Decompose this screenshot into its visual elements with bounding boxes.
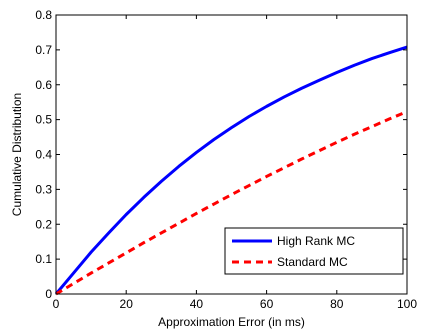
- x-tick-label: 100: [397, 297, 417, 311]
- y-tick-label: 0.5: [35, 113, 52, 127]
- x-axis-title: Approximation Error (in ms): [158, 315, 305, 329]
- y-tick-label: 0.4: [35, 148, 52, 162]
- series-line-high-rank-mc: [54, 45, 408, 295]
- y-tick-label: 0.7: [35, 43, 52, 57]
- legend-box: [224, 227, 404, 275]
- y-tick-label: 0.6: [35, 78, 52, 92]
- y-tick-label: 0.1: [35, 252, 52, 266]
- x-tick-label: 40: [190, 297, 204, 311]
- x-tick-label: 60: [260, 297, 274, 311]
- legend: High Rank MC Standard MC: [224, 227, 404, 275]
- series-layer: [54, 45, 408, 296]
- x-tick-label: 20: [120, 297, 134, 311]
- legend-label-standard-mc: Standard MC: [277, 255, 348, 269]
- y-tick-label: 0: [45, 287, 52, 301]
- y-tick-label: 0.2: [35, 217, 52, 231]
- x-tick-label: 0: [53, 297, 60, 311]
- legend-label-high-rank-mc: High Rank MC: [277, 234, 355, 248]
- y-axis-title: Cumulative Distribution: [10, 93, 24, 216]
- axes-layer: 0 20 40 60 80 100 0 0.1 0.2 0.3 0.4 0.5 0.6 0.7 0.8 App…: [10, 8, 417, 329]
- y-tick-label: 0.8: [35, 8, 52, 22]
- y-tick-label: 0.3: [35, 182, 52, 196]
- x-tick-label: 80: [330, 297, 344, 311]
